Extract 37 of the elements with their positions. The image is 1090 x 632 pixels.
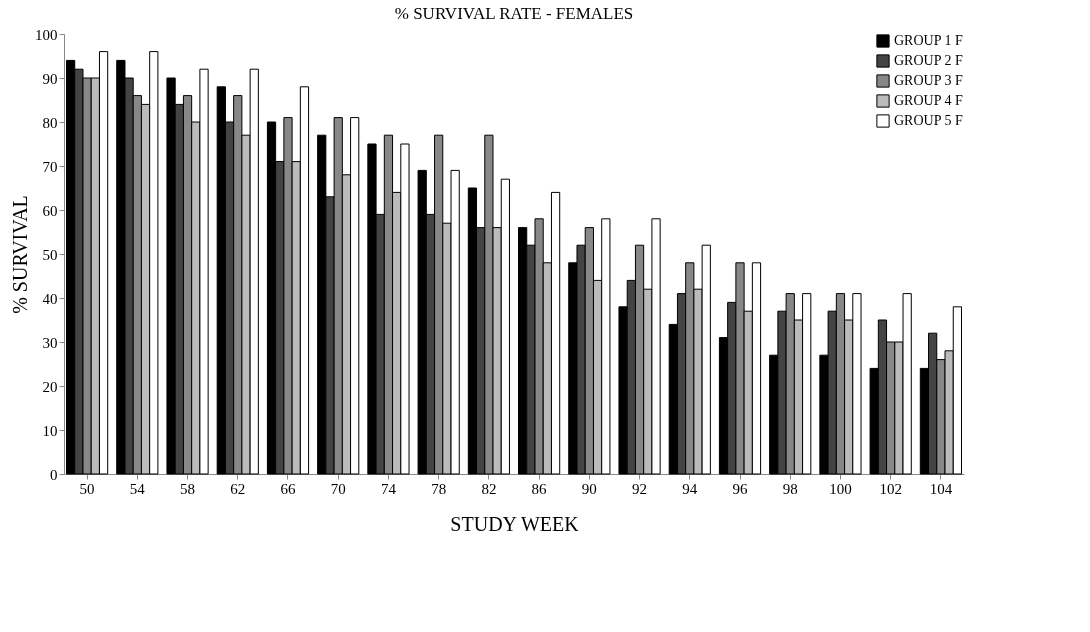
x-tick-label: 90 [581, 480, 597, 497]
x-axis-title: STUDY WEEK [450, 512, 580, 535]
y-tick-label: 100 [35, 26, 58, 43]
y-tick-label: 30 [42, 334, 58, 351]
x-tick-label: 94 [682, 480, 698, 497]
x-tick-label: 96 [732, 480, 748, 497]
y-tick-label: 90 [42, 70, 58, 87]
x-tick-label: 62 [230, 480, 246, 497]
x-tick-label: 78 [431, 480, 447, 497]
y-axis-title: % SURVIVAL [9, 195, 31, 314]
legend-label: GROUP 5 F [894, 113, 963, 128]
x-tick-label: 104 [929, 480, 953, 497]
legend-label: GROUP 2 F [894, 53, 963, 68]
x-tick-label: 54 [129, 480, 146, 497]
y-tick-label: 40 [42, 290, 58, 307]
x-tick-label: 66 [280, 480, 296, 497]
legend-label: GROUP 4 F [894, 93, 963, 108]
y-tick-label: 80 [42, 114, 58, 131]
x-tick-label: 102 [879, 480, 902, 497]
x-tick-label: 74 [380, 480, 397, 497]
y-tick-label: 60 [42, 202, 58, 219]
x-tick-label: 70 [330, 480, 346, 497]
x-tick-label: 100 [829, 480, 852, 497]
legend-label: GROUP 3 F [894, 73, 963, 88]
y-tick-label: 70 [42, 158, 58, 175]
x-tick-label: 50 [79, 480, 95, 497]
x-tick-label: 86 [531, 480, 548, 497]
x-tick-label: 58 [180, 480, 196, 497]
x-tick-label: 82 [481, 480, 497, 497]
x-tick-label: 98 [782, 480, 798, 497]
y-tick-label: 50 [42, 246, 58, 263]
y-tick-label: 10 [42, 422, 58, 439]
legend-label: GROUP 1 F [894, 33, 963, 48]
x-tick-label: 92 [632, 480, 648, 497]
chart-title: % SURVIVAL RATE - FEMALES [394, 4, 634, 23]
y-tick-label: 0 [50, 466, 58, 483]
y-tick-label: 20 [42, 378, 58, 395]
